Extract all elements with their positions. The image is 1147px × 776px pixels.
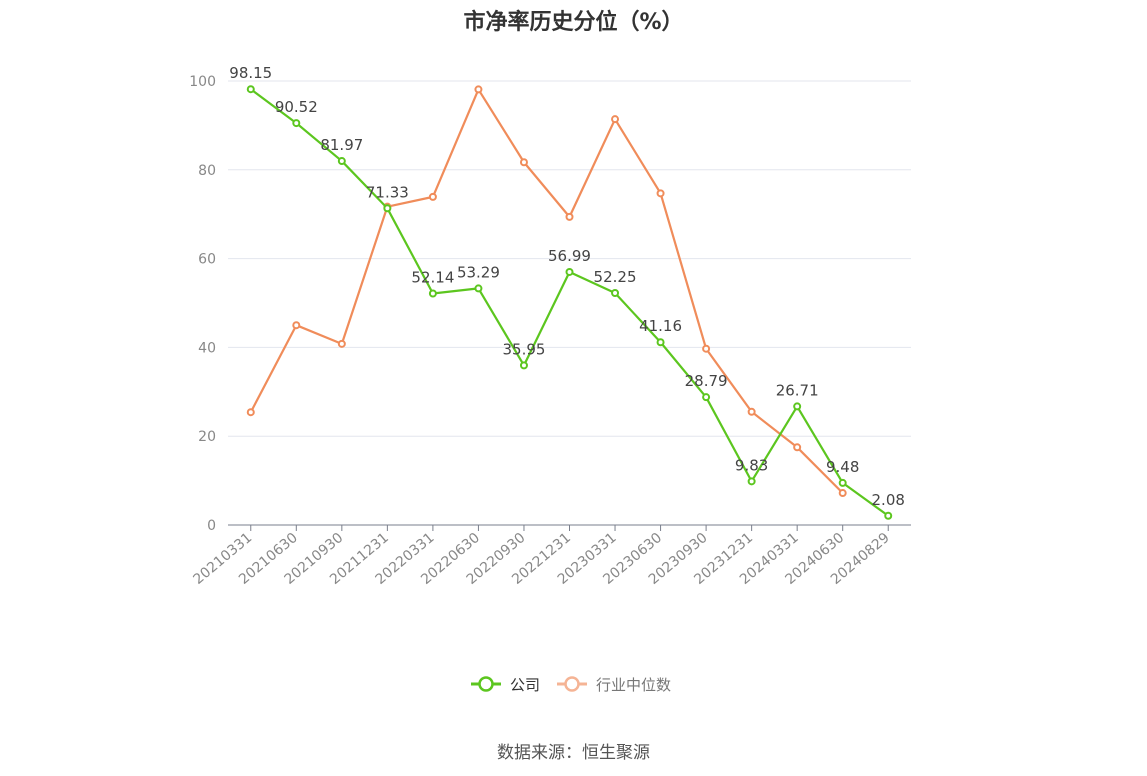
source-note: 数据来源：恒生聚源	[497, 743, 650, 763]
data-label: 26.71	[776, 381, 819, 399]
data-label: 9.48	[826, 458, 859, 476]
data-point	[611, 115, 620, 124]
data-point	[747, 477, 756, 486]
data-point	[383, 204, 392, 213]
data-point	[337, 157, 346, 166]
data-point	[474, 85, 483, 94]
data-point	[428, 192, 437, 201]
data-label: 81.97	[320, 136, 363, 154]
data-label: 52.25	[594, 268, 637, 286]
data-point	[838, 489, 847, 498]
data-point	[292, 119, 301, 128]
data-point	[747, 407, 756, 416]
data-point	[838, 478, 847, 487]
data-point	[428, 289, 437, 298]
legend-swatch-marker	[478, 676, 494, 692]
chart-title: 市净率历史分位（%）	[463, 10, 684, 35]
legend-label: 公司	[510, 676, 540, 694]
data-label: 41.16	[639, 317, 682, 335]
data-label: 35.95	[502, 340, 545, 358]
y-tick-label: 60	[198, 252, 216, 268]
data-point	[565, 267, 574, 276]
data-point	[611, 289, 620, 298]
data-point	[246, 408, 255, 417]
data-point	[246, 85, 255, 94]
data-label: 56.99	[548, 247, 591, 265]
data-label: 28.79	[685, 372, 728, 390]
data-label: 9.83	[735, 456, 768, 474]
legend-label: 行业中位数	[596, 676, 671, 694]
data-point	[565, 212, 574, 221]
data-point	[337, 339, 346, 348]
data-label: 53.29	[457, 263, 500, 281]
data-point	[884, 511, 893, 520]
y-tick-label: 20	[198, 429, 216, 445]
data-point	[702, 393, 711, 402]
data-point	[656, 338, 665, 347]
data-point	[474, 284, 483, 293]
data-point	[793, 402, 802, 411]
data-point	[292, 321, 301, 330]
data-point	[519, 158, 528, 167]
legend-swatch-marker	[564, 676, 580, 692]
data-point	[793, 443, 802, 452]
data-label: 71.33	[366, 183, 409, 201]
data-point	[519, 361, 528, 370]
data-label: 90.52	[275, 98, 318, 116]
data-label: 52.14	[411, 268, 454, 286]
data-label: 2.08	[872, 491, 905, 509]
series-line	[249, 88, 844, 494]
y-tick-label: 40	[198, 340, 216, 356]
data-label: 98.15	[229, 64, 272, 82]
y-tick-label: 80	[198, 163, 216, 179]
data-point	[702, 344, 711, 353]
y-tick-label: 0	[207, 518, 216, 534]
y-tick-label: 100	[189, 74, 216, 90]
data-point	[656, 189, 665, 198]
